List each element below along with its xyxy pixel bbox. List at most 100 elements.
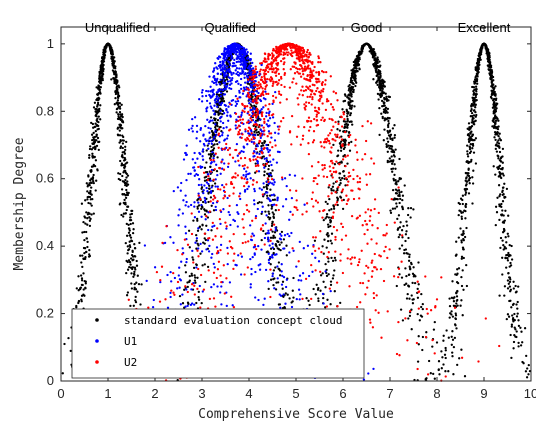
- data-point: [209, 196, 213, 199]
- data-point: [356, 55, 360, 59]
- data-point: [337, 120, 340, 123]
- data-point: [245, 52, 248, 56]
- data-point: [492, 88, 495, 91]
- data-point: [492, 99, 495, 102]
- data-point: [466, 174, 469, 177]
- data-point: [216, 187, 220, 191]
- data-point: [242, 145, 245, 148]
- data-point: [90, 133, 94, 136]
- data-point: [472, 151, 476, 154]
- data-point: [369, 46, 372, 50]
- data-point: [128, 234, 132, 237]
- data-point: [339, 142, 342, 145]
- data-point: [464, 203, 468, 206]
- data-point: [267, 112, 271, 115]
- data-point: [221, 60, 224, 63]
- data-point: [227, 210, 230, 214]
- data-point: [440, 350, 443, 353]
- data-point: [226, 165, 230, 169]
- data-point: [92, 126, 95, 129]
- data-point: [118, 107, 122, 110]
- data-point: [208, 210, 211, 213]
- data-point: [202, 133, 205, 136]
- data-point: [280, 230, 284, 234]
- data-point: [305, 297, 308, 300]
- data-point: [280, 283, 284, 286]
- data-point: [79, 254, 82, 257]
- data-point: [95, 86, 98, 89]
- data-point: [501, 193, 504, 197]
- data-point: [271, 272, 275, 275]
- data-point: [321, 292, 325, 296]
- data-point: [284, 198, 288, 201]
- data-point: [432, 328, 436, 331]
- data-point: [339, 301, 342, 305]
- data-point: [453, 336, 457, 340]
- data-point: [240, 149, 243, 153]
- data-point: [498, 170, 501, 174]
- data-point: [279, 248, 282, 252]
- data-point: [230, 55, 233, 59]
- data-point: [86, 245, 89, 249]
- data-point: [215, 93, 219, 96]
- data-point: [260, 145, 263, 148]
- data-point: [506, 253, 509, 257]
- data-point: [479, 49, 483, 52]
- data-point: [471, 176, 474, 179]
- data-point: [217, 111, 220, 114]
- data-point: [240, 56, 244, 60]
- data-point: [61, 372, 64, 375]
- data-point: [63, 342, 66, 346]
- data-point: [256, 133, 260, 137]
- data-point: [331, 185, 335, 188]
- data-point: [222, 53, 226, 56]
- data-point: [208, 244, 211, 248]
- data-point: [92, 131, 95, 135]
- data-point: [114, 78, 118, 82]
- data-point: [388, 157, 391, 160]
- data-point: [469, 143, 472, 146]
- data-point: [130, 272, 133, 275]
- data-point: [258, 268, 262, 271]
- data-point: [215, 139, 218, 142]
- data-point: [322, 302, 325, 305]
- data-point: [451, 355, 454, 358]
- data-point: [505, 317, 508, 321]
- data-point: [126, 180, 129, 183]
- data-point: [471, 147, 474, 150]
- data-point: [278, 274, 282, 277]
- data-point: [488, 58, 491, 62]
- data-point: [350, 69, 353, 72]
- data-point: [499, 172, 503, 175]
- data-point: [98, 89, 101, 92]
- data-point: [397, 189, 401, 192]
- data-point: [219, 72, 223, 76]
- data-point: [253, 123, 256, 126]
- data-point: [311, 270, 314, 273]
- data-point: [230, 57, 233, 61]
- data-point: [203, 199, 207, 202]
- data-point: [274, 243, 277, 246]
- data-point: [460, 348, 463, 351]
- data-point: [347, 135, 351, 139]
- data-point: [284, 285, 288, 289]
- data-point: [115, 86, 118, 89]
- data-point: [276, 199, 279, 202]
- data-point: [131, 222, 135, 225]
- data-point: [193, 116, 197, 119]
- data-point: [230, 99, 233, 102]
- data-point: [342, 170, 345, 173]
- data-point: [282, 247, 285, 250]
- data-point: [113, 73, 116, 76]
- data-point: [216, 185, 219, 188]
- data-point: [471, 202, 474, 205]
- data-point: [464, 171, 467, 175]
- data-point: [114, 92, 118, 96]
- data-point: [273, 198, 277, 201]
- data-point: [206, 265, 210, 269]
- data-point: [219, 125, 222, 129]
- data-point: [406, 252, 409, 255]
- data-point: [465, 176, 468, 179]
- data-point: [81, 254, 84, 257]
- data-point: [267, 216, 270, 219]
